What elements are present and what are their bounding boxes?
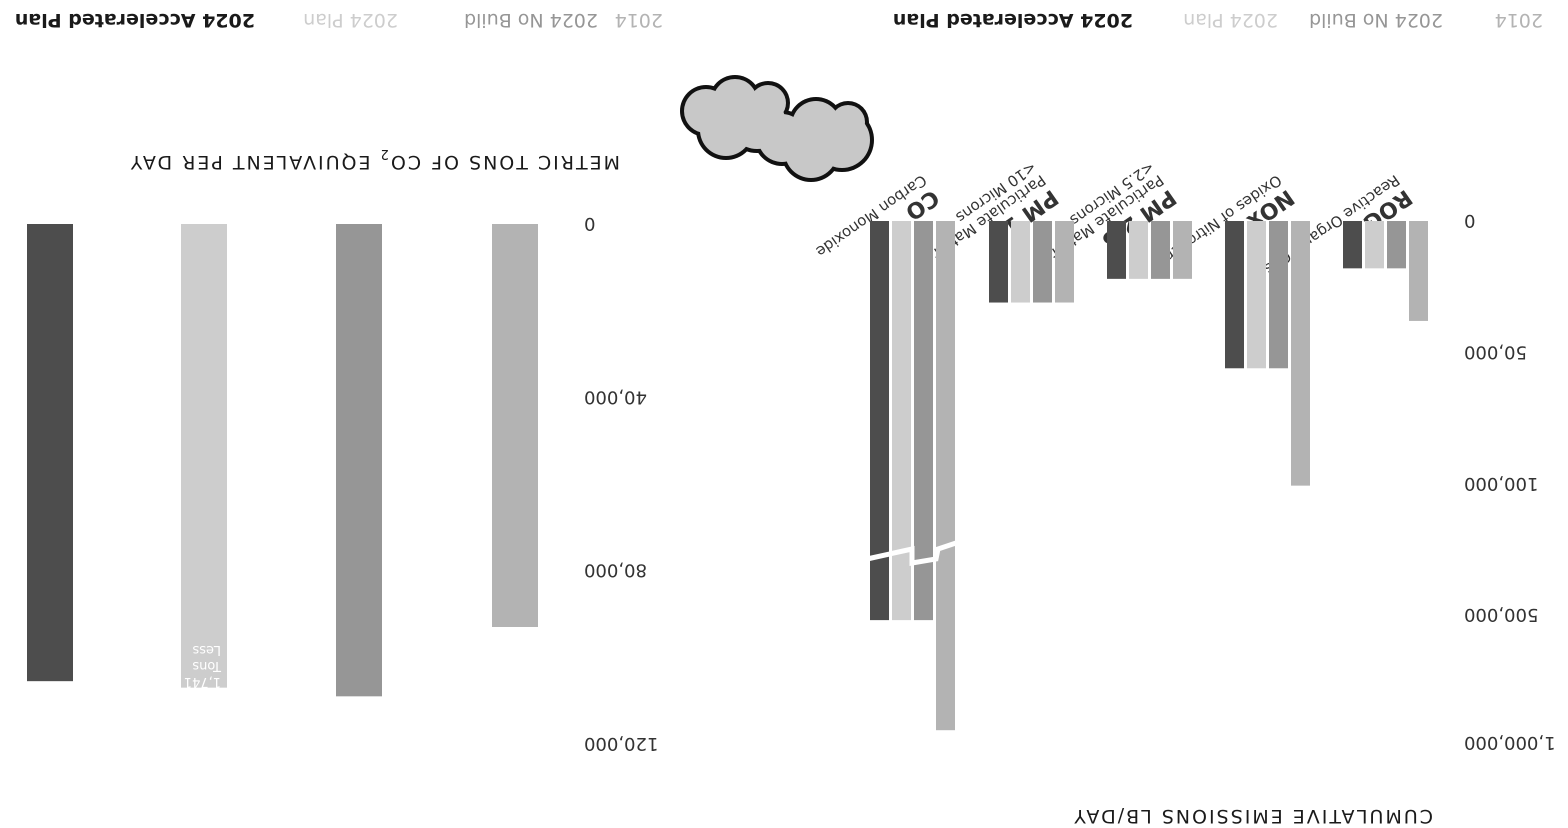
emissions-y-axis: 0 50,000 100,000 500,000 1,000,000 <box>1464 210 1556 753</box>
legend-item: 2014 <box>1495 9 1543 31</box>
legend-item: 2024 No Build <box>1309 9 1443 31</box>
smog-cloud-icon <box>680 75 874 182</box>
cloud-puff <box>713 79 757 123</box>
co2-equivalent-chart: METRIC TONS OF CO2 EQUIVALENT PER DAY 0 4… <box>15 9 663 754</box>
co2-y-axis: 0 40,000 80,000 120,000 <box>584 213 658 754</box>
emissions-bar <box>1387 221 1406 269</box>
co2-legend-item: 2024 Accelerated Plan <box>15 9 255 31</box>
co2-savings-note: Less <box>192 642 221 657</box>
emissions-bar <box>1247 221 1266 369</box>
emissions-bar <box>1409 221 1428 321</box>
legend-item: 2024 Accelerated Plan <box>893 9 1133 31</box>
co2-y-tick: 120,000 <box>584 733 658 754</box>
cloud-puff <box>831 105 865 139</box>
co2-legend: 2014 2024 No Build 2024 Plan 2024 Accelerat… <box>15 9 663 31</box>
co2-bar <box>27 224 73 682</box>
emissions-bar <box>1011 221 1030 303</box>
emissions-bar <box>870 221 889 621</box>
emissions-y-tick: 100,000 <box>1464 473 1538 494</box>
co2-bar <box>492 224 538 627</box>
co2-bar <box>336 224 382 697</box>
co2-y-tick: 40,000 <box>584 386 647 407</box>
co2-legend-item: 2024 Plan <box>303 9 398 31</box>
emissions-bar <box>1173 221 1192 279</box>
emissions-bar <box>1269 221 1288 369</box>
emissions-bar <box>989 221 1008 303</box>
emissions-bar <box>936 221 955 731</box>
emissions-bar <box>892 221 911 621</box>
emissions-bar <box>1365 221 1384 269</box>
legend-item: 2024 Plan <box>1183 9 1278 31</box>
emissions-legend: 2014 2024 No Build 2024 Plan 2024 Accelerat… <box>893 9 1543 31</box>
emissions-bar <box>1225 221 1244 369</box>
cloud-puff <box>750 85 786 121</box>
co2-y-tick: 80,000 <box>584 560 647 581</box>
emissions-y-tick: 50,000 <box>1464 342 1527 363</box>
emissions-bar <box>1151 221 1170 279</box>
emissions-bar <box>1107 221 1126 279</box>
emissions-bar <box>1343 221 1362 269</box>
emissions-bars <box>866 221 1428 731</box>
emissions-bar <box>1129 221 1148 279</box>
cloud-fill <box>684 79 870 178</box>
emissions-chart-title: CUMULATIVE EMISSIONS LB/DAY <box>1072 805 1433 827</box>
emissions-y-tick: 500,000 <box>1464 604 1538 625</box>
co2-savings-value: 1,741 <box>184 674 221 689</box>
emissions-bar <box>1291 221 1310 486</box>
co2-legend-item: 2014 <box>615 9 663 31</box>
co2-savings-unit: Tons <box>192 658 222 673</box>
emissions-y-tick: 0 <box>1464 210 1475 231</box>
cumulative-emissions-chart: CUMULATIVE EMISSIONS LB/DAY 0 50,000 100,0… <box>680 9 1556 827</box>
emissions-bar <box>1055 221 1074 303</box>
emissions-bar <box>1033 221 1052 303</box>
emissions-y-tick: 1,000,000 <box>1464 732 1556 753</box>
cloud-puff <box>792 101 840 149</box>
co2-y-tick: 0 <box>584 213 595 234</box>
co2-bar <box>181 224 227 688</box>
co2-chart-title: METRIC TONS OF CO2 EQUIVALENT PER DAY <box>129 146 620 173</box>
axis-break-mark <box>866 540 957 566</box>
emissions-bar <box>914 221 933 621</box>
co2-legend-item: 2024 No Build <box>464 9 598 31</box>
